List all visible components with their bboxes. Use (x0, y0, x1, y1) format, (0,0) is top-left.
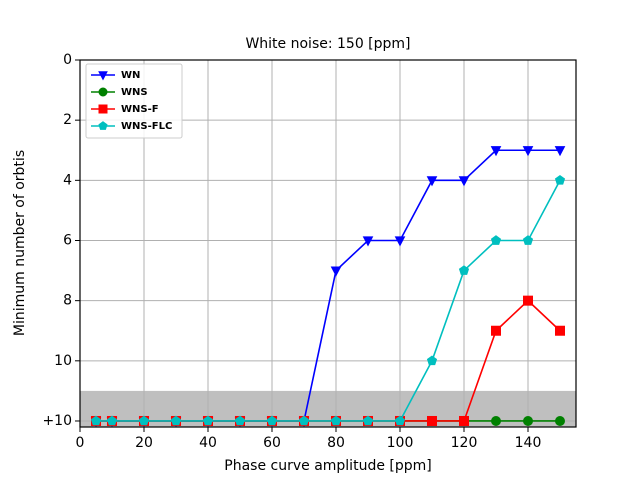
legend-label: WNS-FLC (121, 121, 172, 132)
marker (459, 415, 469, 426)
series-line (96, 179, 561, 422)
marker (554, 146, 566, 157)
marker (522, 235, 534, 245)
legend-box (85, 63, 183, 139)
marker (523, 295, 533, 306)
marker (522, 146, 534, 157)
marker (330, 266, 342, 277)
marker (555, 325, 565, 336)
y-axis-label: Minimum number of orbtis (12, 150, 28, 336)
marker (523, 415, 533, 426)
marker (394, 236, 406, 247)
marker (555, 415, 565, 426)
marker (491, 325, 501, 336)
marker (330, 415, 342, 426)
marker (90, 415, 102, 426)
legend-label: WN (121, 70, 140, 81)
marker (426, 176, 438, 187)
marker (458, 265, 470, 275)
series-line (96, 149, 560, 422)
marker (491, 415, 501, 426)
marker (98, 104, 108, 114)
legend-label: WNS-F (121, 104, 159, 115)
marker (266, 415, 278, 426)
x-tick-label: 0 (76, 435, 85, 451)
x-tick-label: 80 (327, 435, 345, 451)
marker (98, 71, 108, 81)
x-tick-label: 100 (387, 435, 414, 451)
marker (98, 87, 108, 97)
marker (554, 174, 566, 185)
plot-frame (79, 59, 577, 428)
marker (170, 415, 182, 426)
marker (362, 236, 374, 247)
marker (427, 415, 437, 426)
y-tick-label: 10 (54, 353, 72, 369)
marker (202, 415, 214, 426)
marker (458, 176, 470, 187)
y-tick-label: 4 (63, 172, 72, 188)
x-tick-label: 120 (451, 435, 478, 451)
marker (106, 415, 118, 426)
marker (298, 415, 310, 426)
x-tick-label: 20 (135, 435, 153, 451)
y-tick-label: 2 (63, 112, 72, 128)
y-tick-label: 0 (63, 52, 72, 68)
x-axis-label: Phase curve amplitude [ppm] (224, 458, 431, 474)
y-tick-label: 8 (63, 293, 72, 309)
marker (362, 415, 374, 426)
marker (394, 415, 406, 426)
y-tick-label: 6 (63, 232, 72, 248)
x-tick-label: 60 (263, 435, 281, 451)
x-tick-label: 40 (199, 435, 217, 451)
marker (490, 235, 502, 245)
x-tick-label: 140 (515, 435, 542, 451)
marker (490, 146, 502, 157)
chart-title: White noise: 150 [ppm] (245, 36, 410, 52)
y-tick-label: +10 (42, 413, 72, 429)
marker (138, 415, 150, 426)
marker (234, 415, 246, 426)
marker (98, 121, 108, 130)
legend-label: WNS (121, 87, 148, 98)
marker (426, 355, 438, 366)
